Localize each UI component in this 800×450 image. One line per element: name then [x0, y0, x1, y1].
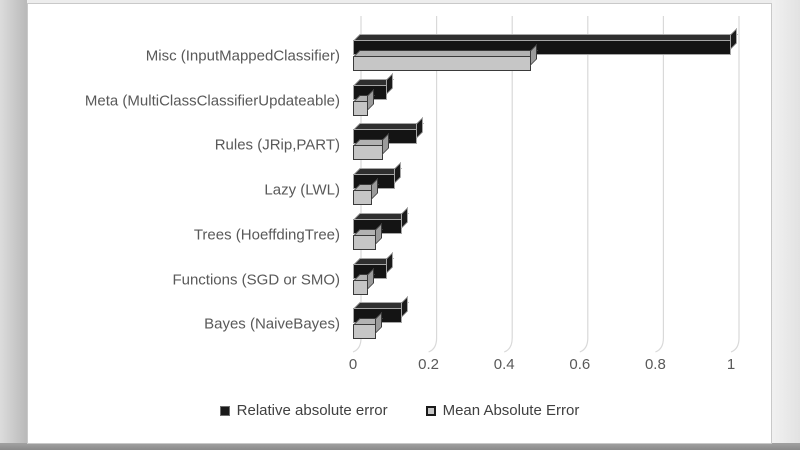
x-tick-label: 0.6 [569, 356, 591, 373]
gridline [428, 16, 438, 353]
legend-label: Mean Absolute Error [442, 402, 580, 419]
gridline [655, 16, 664, 353]
window-right-strip [772, 0, 800, 450]
mean-absolute-error-legend-swatch [425, 405, 436, 416]
category-label: Trees (HoeffdingTree) [193, 226, 340, 244]
gridline [503, 16, 513, 353]
x-tick-label: 0.4 [493, 356, 515, 373]
x-tick-label: 0.8 [644, 356, 666, 373]
category-label: Meta (MultiClassClassifierUpdateable) [84, 92, 340, 110]
gridlines [352, 16, 740, 353]
chart-card: 0 0.2 0.4 0.6 0.8 1 Misc (InputMappedClassifie… [27, 3, 772, 444]
bar-mean-absolute-error [353, 100, 369, 116]
legend-item: Mean Absolute Error [425, 402, 580, 419]
bar-mean-absolute-error [353, 324, 376, 340]
category-label: Rules (JRip,PART) [214, 136, 340, 154]
plot-area: 0 0.2 0.4 0.6 0.8 1 Misc (InputMappedClassifie… [28, 4, 771, 443]
legend: Relative absolute error Mean Absolute Err… [28, 402, 771, 419]
window-left-strip [0, 0, 27, 450]
category-label: Misc (InputMappedClassifier) [145, 47, 340, 65]
legend-label: Relative absolute error [236, 402, 388, 419]
category-label: Lazy (LWL) [264, 181, 340, 199]
window-bottom-strip [0, 443, 800, 450]
bar-mean-absolute-error [353, 234, 376, 250]
category-label: Bayes (NaiveBayes) [204, 315, 340, 333]
bar-mean-absolute-error [353, 56, 531, 71]
relative-absolute-error-legend-swatch [219, 405, 230, 416]
category-label: Functions (SGD or SMO) [172, 271, 340, 288]
bar-mean-absolute-error [353, 279, 369, 295]
gridline [730, 16, 740, 353]
gridline [579, 16, 589, 353]
x-tick-label: 1 [726, 356, 736, 373]
bar-mean-absolute-error [353, 145, 384, 161]
bar-mean-absolute-error [353, 190, 372, 206]
legend-item: Relative absolute error [219, 402, 388, 419]
x-tick-label: 0.2 [418, 356, 440, 373]
x-tick-label: 0 [348, 356, 358, 373]
